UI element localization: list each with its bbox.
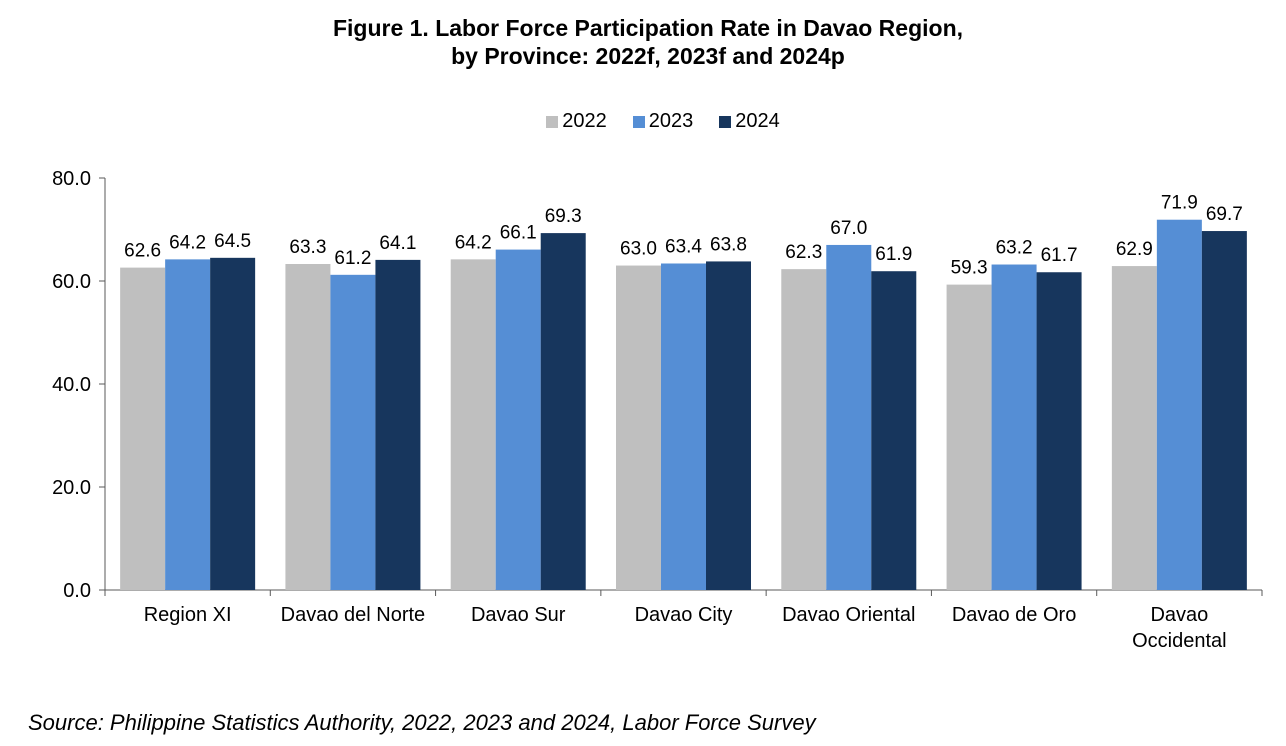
data-label-2022: 62.3 [785, 242, 822, 263]
chart-legend: 2022 2023 2024 [0, 110, 1286, 133]
data-label-2024: 61.7 [1041, 245, 1078, 266]
bar-2023 [1156, 219, 1202, 590]
data-label-2024: 63.8 [710, 234, 747, 255]
bar-2024 [540, 233, 586, 591]
data-label-2023: 64.2 [169, 232, 206, 253]
bar-2024 [1036, 272, 1082, 590]
bar-2023 [826, 244, 872, 590]
chart-title-line1: Figure 1. Labor Force Participation Rate… [332, 15, 964, 41]
data-label-2023: 67.0 [830, 218, 867, 239]
legend-swatch-2022 [546, 115, 559, 128]
y-tick-label: 80.0 [52, 168, 91, 190]
bar-2023 [991, 264, 1037, 590]
bar-2022 [450, 259, 496, 590]
x-category-label: Davao Sur [471, 604, 566, 626]
bar-2024 [706, 261, 751, 590]
bar-2023 [330, 274, 376, 590]
legend-label-2024: 2024 [735, 110, 780, 132]
legend-swatch-2023 [632, 115, 645, 128]
data-label-2022: 59.3 [951, 258, 988, 279]
data-label-2023: 61.2 [334, 248, 371, 269]
legend-label-2023: 2023 [648, 110, 694, 132]
bar-2024 [375, 259, 421, 590]
legend-item-2024: 2024 [719, 110, 780, 133]
bar-2024 [871, 271, 917, 590]
bar-2023 [661, 263, 706, 590]
data-label-2024: 64.1 [379, 233, 416, 254]
data-label-2022: 63.0 [620, 239, 657, 260]
y-tick-label: 60.0 [52, 271, 91, 293]
bar-2022 [1111, 266, 1157, 590]
x-category-label: Davao de Oro [952, 604, 1077, 626]
data-label-2022: 62.9 [1116, 239, 1153, 260]
bar-2024 [1201, 231, 1247, 591]
data-label-2022: 63.3 [289, 237, 326, 258]
data-label-2024: 69.3 [545, 206, 582, 227]
bar-2024 [210, 257, 256, 590]
bar-2022 [285, 264, 331, 590]
legend-item-2023: 2023 [632, 110, 694, 133]
y-tick-label: 0.0 [63, 580, 91, 602]
y-tick-label: 20.0 [52, 477, 91, 499]
source-note: Source: Philippine Statistics Authority,… [28, 710, 816, 735]
data-label-2024: 61.9 [875, 244, 912, 265]
bar-2022 [946, 284, 992, 590]
x-category-label: Davao City [635, 604, 733, 626]
legend-swatch-2024 [719, 115, 732, 128]
legend-item-2022: 2022 [546, 110, 607, 133]
bar-2023 [165, 259, 211, 590]
x-category-label: Occidental [1132, 630, 1227, 652]
data-label-2022: 62.6 [124, 241, 161, 262]
chart-title: Figure 1. Labor Force Participation Rate… [0, 14, 1286, 70]
x-category-label: Davao Oriental [782, 604, 915, 626]
y-tick-label: 40.0 [52, 374, 91, 396]
bar-2022 [781, 269, 827, 590]
data-label-2023: 63.2 [996, 238, 1033, 259]
bar-2022 [120, 267, 166, 590]
data-label-2023: 71.9 [1161, 193, 1198, 214]
chart-subtitle: by Province: 2022f, 2023f and 2024p [451, 43, 845, 69]
x-category-label: Region XI [144, 604, 232, 626]
data-label-2024: 64.5 [214, 231, 251, 252]
data-label-2022: 64.2 [455, 232, 492, 253]
legend-label-2022: 2022 [562, 110, 607, 132]
data-label-2023: 63.4 [665, 236, 702, 257]
x-category-label: Davao [1150, 604, 1208, 626]
data-label-2024: 69.7 [1206, 204, 1243, 225]
bar-2022 [616, 265, 661, 590]
x-category-label: Davao del Norte [281, 604, 426, 626]
data-label-2023: 66.1 [500, 223, 537, 244]
bar-2023 [495, 249, 541, 590]
